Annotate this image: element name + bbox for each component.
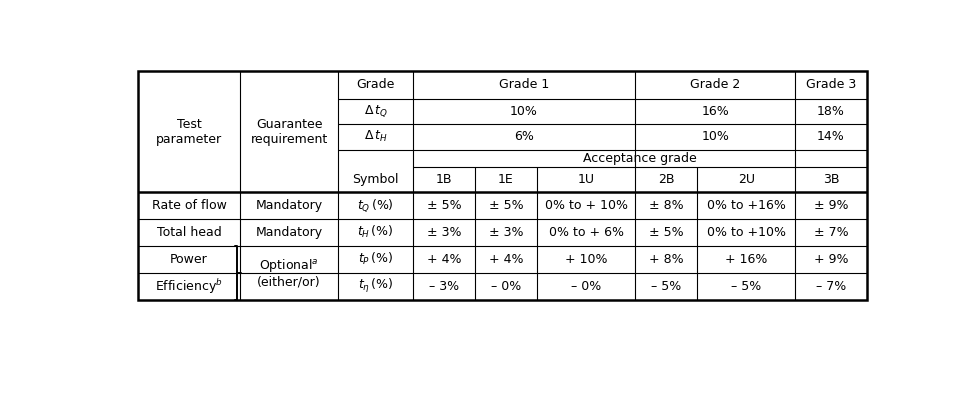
Text: $\Delta\,t_Q$: $\Delta\,t_Q$ (364, 104, 388, 119)
Text: 0% to +16%: 0% to +16% (707, 199, 786, 212)
Text: $t_H\,(\%)$: $t_H\,(\%)$ (358, 224, 394, 240)
Text: 1B: 1B (436, 173, 452, 186)
Text: ± 3%: ± 3% (426, 226, 462, 239)
Text: Mandatory: Mandatory (256, 226, 322, 239)
Text: Power: Power (171, 253, 208, 266)
Text: 3B: 3B (823, 173, 839, 186)
Text: + 4%: + 4% (426, 253, 462, 266)
Text: $t_P\,(\%)$: $t_P\,(\%)$ (358, 251, 393, 268)
Text: 18%: 18% (817, 105, 845, 118)
Text: 1E: 1E (498, 173, 514, 186)
Text: ± 7%: ± 7% (813, 226, 849, 239)
Text: Grade 3: Grade 3 (806, 78, 857, 92)
Text: ± 5%: ± 5% (426, 199, 462, 212)
Text: Grade 2: Grade 2 (690, 78, 741, 92)
Text: 10%: 10% (511, 105, 538, 118)
Text: 0% to + 6%: 0% to + 6% (549, 226, 623, 239)
Text: $t_\eta\,(\%)$: $t_\eta\,(\%)$ (358, 277, 393, 295)
Text: Total head: Total head (157, 226, 221, 239)
Text: 10%: 10% (702, 130, 729, 144)
Text: Optional$^a$
(either/or): Optional$^a$ (either/or) (258, 257, 321, 289)
Text: + 8%: + 8% (649, 253, 683, 266)
Text: Acceptance grade: Acceptance grade (583, 152, 697, 165)
Text: – 7%: – 7% (816, 280, 846, 293)
Text: + 10%: + 10% (564, 253, 608, 266)
Text: Guarantee
requirement: Guarantee requirement (251, 118, 327, 146)
Text: Test
parameter: Test parameter (156, 118, 222, 146)
Text: Rate of flow: Rate of flow (152, 199, 226, 212)
Text: 2B: 2B (658, 173, 674, 186)
Bar (238, 246, 242, 300)
Text: – 3%: – 3% (429, 280, 459, 293)
Text: $\Delta\,t_H$: $\Delta\,t_H$ (364, 129, 387, 144)
Text: 14%: 14% (817, 130, 845, 144)
Bar (138, 71, 866, 300)
Text: 0% to + 10%: 0% to + 10% (545, 199, 627, 212)
Text: 1U: 1U (577, 173, 595, 186)
Text: 6%: 6% (514, 130, 534, 144)
Text: ± 8%: ± 8% (649, 199, 683, 212)
Text: Grade 1: Grade 1 (499, 78, 549, 92)
Text: $t_Q\,(\%)$: $t_Q\,(\%)$ (358, 197, 394, 214)
Text: 0% to +10%: 0% to +10% (707, 226, 786, 239)
Text: Grade: Grade (357, 78, 395, 92)
Text: 16%: 16% (702, 105, 729, 118)
Text: – 5%: – 5% (731, 280, 761, 293)
Text: – 5%: – 5% (651, 280, 681, 293)
Text: ± 3%: ± 3% (489, 226, 523, 239)
Text: – 0%: – 0% (491, 280, 521, 293)
Text: ± 9%: ± 9% (813, 199, 849, 212)
Text: ± 5%: ± 5% (489, 199, 523, 212)
Text: Efficiency$^b$: Efficiency$^b$ (155, 277, 222, 296)
Text: ± 5%: ± 5% (649, 226, 683, 239)
Text: Symbol: Symbol (353, 173, 399, 186)
Text: + 4%: + 4% (489, 253, 523, 266)
Text: + 9%: + 9% (813, 253, 849, 266)
Text: + 16%: + 16% (725, 253, 767, 266)
Text: 2U: 2U (738, 173, 755, 186)
Text: – 0%: – 0% (571, 280, 601, 293)
Text: Mandatory: Mandatory (256, 199, 322, 212)
